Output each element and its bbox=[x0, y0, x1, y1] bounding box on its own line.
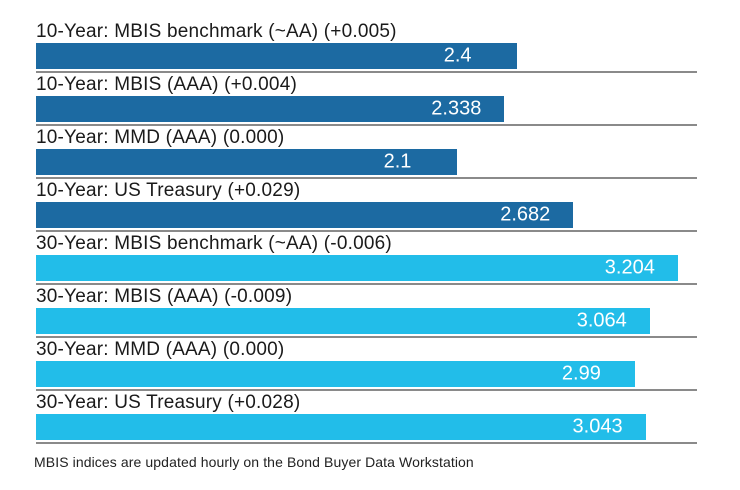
bar: 2.99 bbox=[36, 361, 635, 387]
bar: 2.4 bbox=[36, 43, 517, 69]
bar-track: 2.4 bbox=[36, 43, 697, 69]
row-separator bbox=[36, 71, 697, 73]
bar-label: 10-Year: MBIS (AAA) (+0.004) bbox=[36, 74, 297, 95]
row-separator bbox=[36, 336, 697, 338]
bar-value-label: 2.338 bbox=[431, 97, 482, 120]
bar-track: 2.338 bbox=[36, 96, 697, 122]
bar-label: 10-Year: MBIS benchmark (~AA) (+0.005) bbox=[36, 21, 397, 42]
chart-row: 10-Year: MMD (AAA) (0.000) 2.1 bbox=[36, 126, 697, 179]
bar: 3.204 bbox=[36, 255, 678, 281]
bar: 3.043 bbox=[36, 414, 646, 440]
bar-value-label: 3.064 bbox=[576, 309, 627, 332]
bar-label: 10-Year: MMD (AAA) (0.000) bbox=[36, 127, 285, 148]
bar-track: 2.1 bbox=[36, 149, 697, 175]
bar-value-label: 3.204 bbox=[604, 256, 655, 279]
row-separator bbox=[36, 442, 697, 444]
bar-label: 10-Year: US Treasury (+0.029) bbox=[36, 180, 301, 201]
row-separator bbox=[36, 177, 697, 179]
bar-value-label: 3.043 bbox=[572, 415, 623, 438]
chart-row: 30-Year: MMD (AAA) (0.000) 2.99 bbox=[36, 338, 697, 391]
chart-footnote: MBIS indices are updated hourly on the B… bbox=[34, 454, 474, 470]
bar-label: 30-Year: MBIS (AAA) (-0.009) bbox=[36, 286, 293, 307]
bar-value-label: 2.99 bbox=[561, 362, 601, 385]
rows-container: 10-Year: MBIS benchmark (~AA) (+0.005) 2… bbox=[36, 20, 740, 444]
chart-row: 10-Year: MBIS benchmark (~AA) (+0.005) 2… bbox=[36, 20, 697, 73]
bar-track: 2.682 bbox=[36, 202, 697, 228]
bar: 3.064 bbox=[36, 308, 650, 334]
row-separator bbox=[36, 283, 697, 285]
row-separator bbox=[36, 230, 697, 232]
bar-chart: 10-Year: MBIS benchmark (~AA) (+0.005) 2… bbox=[34, 20, 740, 470]
bar: 2.682 bbox=[36, 202, 574, 228]
chart-row: 30-Year: MBIS (AAA) (-0.009) 3.064 bbox=[36, 285, 697, 338]
bar: 2.338 bbox=[36, 96, 505, 122]
bar-track: 3.064 bbox=[36, 308, 697, 334]
bar-value-label: 2.682 bbox=[500, 203, 551, 226]
bar-value-label: 2.4 bbox=[443, 44, 472, 67]
chart-row: 30-Year: US Treasury (+0.028) 3.043 bbox=[36, 391, 697, 444]
bar-track: 2.99 bbox=[36, 361, 697, 387]
bar-label: 30-Year: MMD (AAA) (0.000) bbox=[36, 339, 285, 360]
row-separator bbox=[36, 124, 697, 126]
chart-row: 10-Year: MBIS (AAA) (+0.004) 2.338 bbox=[36, 73, 697, 126]
chart-row: 30-Year: MBIS benchmark (~AA) (-0.006) 3… bbox=[36, 232, 697, 285]
bar-track: 3.043 bbox=[36, 414, 697, 440]
bar-value-label: 2.1 bbox=[383, 150, 412, 173]
bar-label: 30-Year: MBIS benchmark (~AA) (-0.006) bbox=[36, 233, 392, 254]
row-separator bbox=[36, 389, 697, 391]
bar-track: 3.204 bbox=[36, 255, 697, 281]
chart-row: 10-Year: US Treasury (+0.029) 2.682 bbox=[36, 179, 697, 232]
bar-label: 30-Year: US Treasury (+0.028) bbox=[36, 392, 301, 413]
bar: 2.1 bbox=[36, 149, 457, 175]
